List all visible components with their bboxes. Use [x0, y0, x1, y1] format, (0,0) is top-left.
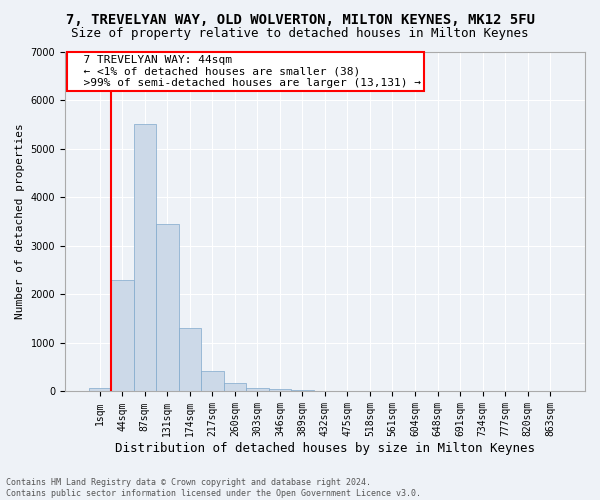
Bar [134, 124, 156, 392]
Bar [246, 388, 269, 392]
Bar [269, 389, 291, 392]
Bar [111, 280, 134, 392]
Text: Size of property relative to detached houses in Milton Keynes: Size of property relative to detached ho… [71, 28, 529, 40]
Bar [156, 224, 179, 392]
Bar [179, 328, 201, 392]
Text: 7, TREVELYAN WAY, OLD WOLVERTON, MILTON KEYNES, MK12 5FU: 7, TREVELYAN WAY, OLD WOLVERTON, MILTON … [65, 12, 535, 26]
Bar [291, 390, 314, 392]
Bar [201, 371, 224, 392]
X-axis label: Distribution of detached houses by size in Milton Keynes: Distribution of detached houses by size … [115, 442, 535, 455]
Bar [89, 388, 111, 392]
Text: Contains HM Land Registry data © Crown copyright and database right 2024.
Contai: Contains HM Land Registry data © Crown c… [6, 478, 421, 498]
Y-axis label: Number of detached properties: Number of detached properties [15, 124, 25, 320]
Bar [224, 383, 246, 392]
Text: 7 TREVELYAN WAY: 44sqm
  ← <1% of detached houses are smaller (38)
  >99% of sem: 7 TREVELYAN WAY: 44sqm ← <1% of detached… [70, 55, 421, 88]
